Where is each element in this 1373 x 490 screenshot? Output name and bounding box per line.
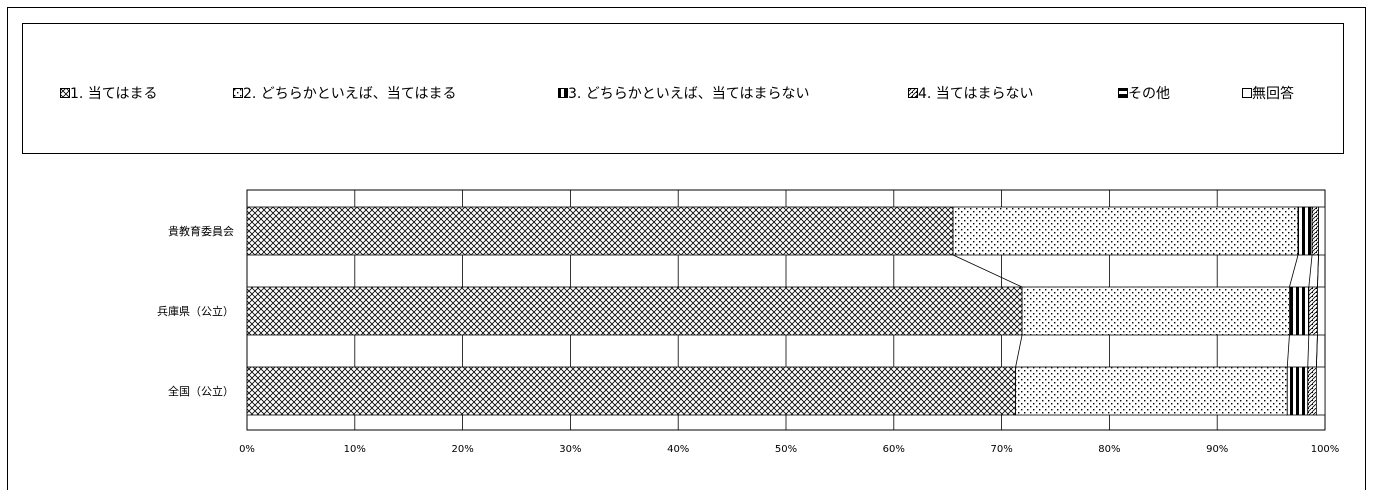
bar-segment-3 [1286, 366, 1309, 416]
bar-segment-4 [1308, 286, 1318, 336]
bar-segment-4 [1307, 366, 1317, 416]
bar-segment-3 [1289, 286, 1310, 336]
legend-label: 4. 当てはまらない [918, 86, 1034, 102]
bar-segment-6 [1318, 206, 1326, 256]
legend-item-4: 4. 当てはまらない [908, 83, 1034, 103]
bar-segment-2 [952, 206, 1299, 256]
x-tick-label: 20% [451, 444, 473, 455]
legend-swatch-icon [233, 88, 243, 98]
series-line [1315, 334, 1318, 368]
bar-segment-1 [246, 206, 954, 256]
bar-segment-1 [246, 366, 1017, 416]
bar-segment-1 [246, 286, 1023, 336]
x-tick-label: 70% [990, 444, 1012, 455]
x-tick-label: 100% [1311, 444, 1340, 455]
series-line [952, 254, 1023, 288]
bar-segment-2 [1021, 286, 1290, 336]
series-line [1317, 254, 1319, 288]
x-tick-label: 80% [1098, 444, 1120, 455]
bar-segment-4 [1311, 206, 1319, 256]
legend-swatch-icon [558, 88, 568, 98]
legend-item-6: 無回答 [1242, 83, 1294, 103]
legend-swatch-icon [60, 88, 70, 98]
chart-frame [7, 7, 1366, 490]
legend-item-3: 3. どちらかといえば、当てはまらない [558, 83, 810, 103]
series-line [1307, 334, 1310, 368]
series-line [1286, 334, 1290, 368]
legend-label: 1. 当てはまる [70, 86, 158, 102]
legend-swatch-icon [1242, 88, 1252, 98]
legend-label: 3. どちらかといえば、当てはまらない [568, 86, 810, 102]
series-line [1308, 254, 1313, 288]
legend-label: 無回答 [1252, 86, 1294, 102]
x-tick-label: 60% [883, 444, 905, 455]
x-tick-label: 90% [1206, 444, 1228, 455]
legend: 1. 当てはまる 2. どちらかといえば、当てはまる 3. どちらかといえば、当… [22, 23, 1344, 154]
x-tick-label: 30% [559, 444, 581, 455]
bar-segment-6 [1315, 366, 1326, 416]
bar-segment-2 [1015, 366, 1288, 416]
x-tick-label: 40% [667, 444, 689, 455]
legend-item-2: 2. どちらかといえば、当てはまる [233, 83, 457, 103]
category-label: 兵庫県（公立） [157, 304, 234, 318]
x-tick-label: 50% [775, 444, 797, 455]
series-line [1289, 254, 1299, 288]
legend-swatch-icon [1118, 88, 1128, 98]
legend-swatch-icon [908, 88, 918, 98]
legend-item-1: 1. 当てはまる [60, 83, 158, 103]
bar-segment-6 [1317, 286, 1326, 336]
series-lines [952, 254, 1319, 368]
bar-segment-3 [1297, 206, 1313, 256]
series-line [1015, 334, 1023, 368]
x-tick-label: 10% [344, 444, 366, 455]
category-label: 貴教育委員会 [168, 224, 234, 238]
legend-item-5: その他 [1118, 83, 1170, 103]
bars [246, 206, 1326, 416]
category-label: 全国（公立） [168, 384, 234, 398]
legend-label: その他 [1128, 86, 1170, 102]
x-tick-label: 0% [239, 444, 255, 455]
legend-label: 2. どちらかといえば、当てはまる [243, 86, 457, 102]
